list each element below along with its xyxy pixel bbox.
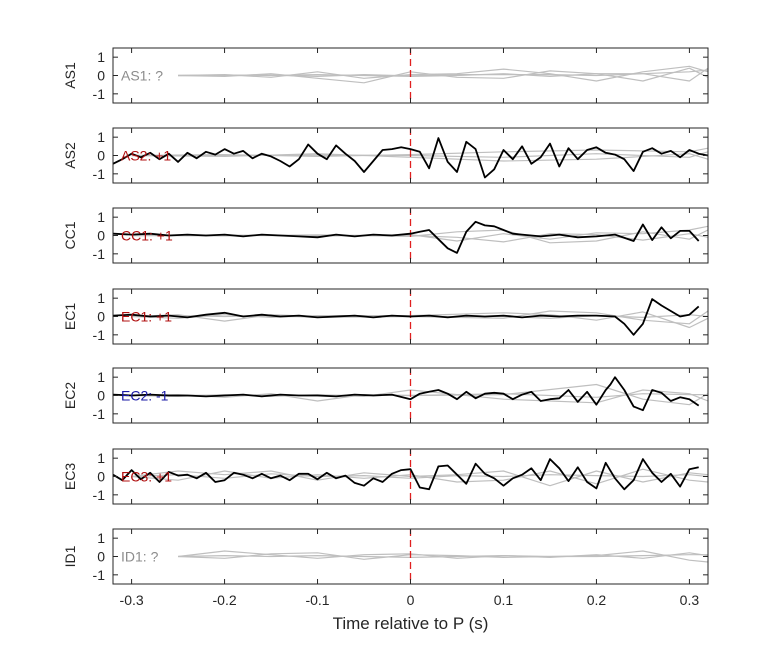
plot-area — [113, 128, 708, 183]
y-axis-label: EC3 — [62, 463, 78, 490]
y-axis-label: EC1 — [62, 303, 78, 330]
plot-area — [113, 208, 708, 263]
y-tick-label: 1 — [97, 209, 105, 225]
plot-area — [178, 529, 708, 584]
background-trace-1 — [131, 147, 708, 157]
y-tick-label: 1 — [97, 530, 105, 546]
panel-id1: ID1: ? -1 0 1 ID1 — [62, 528, 709, 585]
background-trace-2 — [131, 153, 708, 162]
y-tick-label: 0 — [97, 148, 105, 164]
background-trace-0 — [131, 225, 708, 242]
y-axis-label: AS1 — [62, 62, 78, 89]
y-tick-label: -1 — [93, 327, 106, 343]
panel-as2: AS2: +1 -1 0 1 AS2 — [62, 127, 709, 184]
y-tick-label: 1 — [97, 129, 105, 145]
plot-area — [113, 368, 708, 423]
background-trace-2 — [178, 554, 708, 558]
background-trace-1 — [178, 65, 708, 82]
panel-ec3: EC3: +1 -1 0 1 EC3 — [62, 448, 709, 505]
y-tick-label: 0 — [97, 388, 105, 404]
y-tick-label: 1 — [97, 290, 105, 306]
station-trace — [113, 458, 699, 491]
background-trace-0 — [178, 550, 708, 559]
y-tick-label: 0 — [97, 549, 105, 565]
y-tick-label: 0 — [97, 228, 105, 244]
station-polarity-label: CC1: +1 — [121, 228, 173, 244]
background-trace-3 — [178, 67, 708, 82]
station-polarity-label: EC1: +1 — [121, 309, 172, 325]
x-tick-label: 0.1 — [494, 592, 514, 608]
panel-as1: AS1: ? -1 0 1 AS1 — [62, 47, 709, 104]
y-tick-label: -1 — [93, 86, 106, 102]
station-trace — [113, 376, 700, 412]
x-tick-label: -0.1 — [305, 592, 329, 608]
x-tick-label: 0.3 — [680, 592, 700, 608]
panel-ec1: EC1: +1 -1 0 1 EC1 — [62, 288, 709, 345]
y-tick-label: 0 — [97, 469, 105, 485]
background-trace-1 — [131, 311, 708, 329]
x-tick-label: -0.2 — [213, 592, 237, 608]
station-polarity-label: EC3: +1 — [121, 469, 172, 485]
station-polarity-label: ID1: ? — [121, 549, 159, 565]
plot-area — [113, 289, 708, 344]
y-tick-label: 0 — [97, 309, 105, 325]
x-tick-label: -0.3 — [120, 592, 144, 608]
station-trace — [113, 298, 700, 336]
station-polarity-label: AS2: +1 — [121, 148, 171, 164]
y-tick-label: -1 — [93, 487, 106, 503]
y-tick-label: -1 — [93, 246, 106, 262]
background-trace-2 — [178, 67, 708, 84]
panel-cc1: CC1: +1 -1 0 1 CC1 — [62, 207, 709, 264]
station-trace — [113, 137, 708, 179]
x-axis-label: Time relative to P (s) — [333, 614, 489, 633]
y-tick-label: 0 — [97, 68, 105, 84]
y-tick-label: 1 — [97, 369, 105, 385]
background-trace-1 — [178, 550, 708, 563]
y-tick-label: 1 — [97, 49, 105, 65]
y-tick-label: -1 — [93, 166, 106, 182]
y-axis-label: EC2 — [62, 382, 78, 409]
plot-area — [178, 48, 708, 103]
station-polarity-label: EC2: -1 — [121, 388, 169, 404]
panel-ec2: EC2: -1 -1 0 1 EC2 — [62, 367, 709, 424]
y-tick-label: 1 — [97, 450, 105, 466]
y-axis-label: ID1 — [62, 545, 78, 567]
y-tick-label: -1 — [93, 567, 106, 583]
x-tick-label: 0.2 — [587, 592, 607, 608]
plot-area — [113, 449, 708, 504]
y-tick-label: -1 — [93, 406, 106, 422]
y-axis-label: AS2 — [62, 142, 78, 169]
station-polarity-label: AS1: ? — [121, 68, 163, 84]
x-tick-label: 0 — [407, 592, 415, 608]
y-axis-label: CC1 — [62, 221, 78, 249]
station-trace — [113, 220, 700, 254]
